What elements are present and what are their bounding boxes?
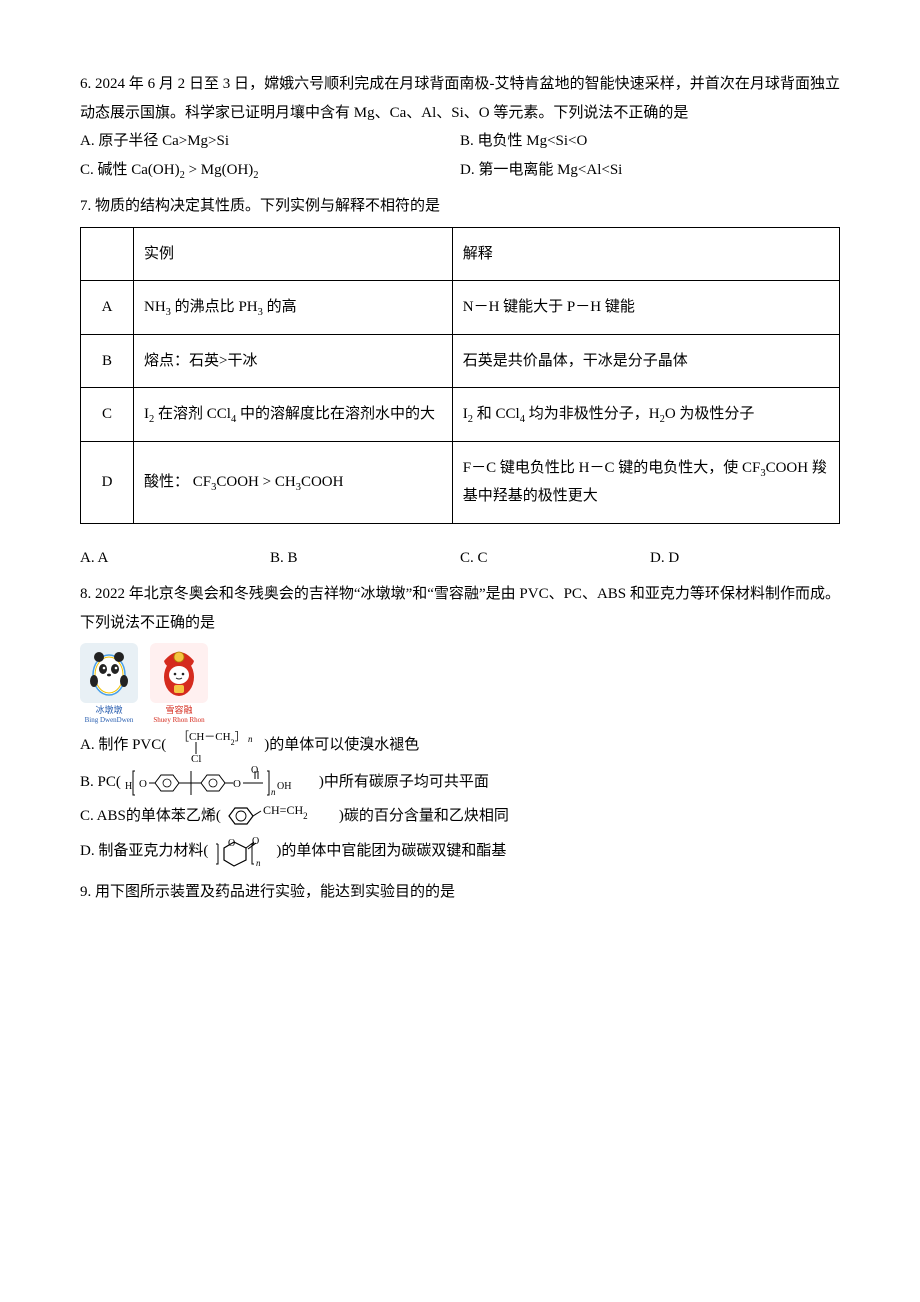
q8-optb-post: )中所有碳原子均可共平面 xyxy=(319,768,489,797)
q7-rowc-ex: I2 在溶剂 CCl4 中的溶解度比在溶剂水中的大 xyxy=(134,388,453,442)
q7-head-explain: 解释 xyxy=(452,227,839,281)
q7-rowa-ex: NH3 的沸点比 PH3 的高 xyxy=(134,281,453,335)
question-7: 7. 物质的结构决定其性质。下列实例与解释不相符的是 实例 解释 A NH3 的… xyxy=(80,192,840,572)
q8-stem: 8. 2022 年北京冬奥会和冬残奥会的吉祥物“冰墩墩”和“雪容融”是由 PVC… xyxy=(80,580,840,637)
svg-text:n: n xyxy=(256,858,261,868)
mascot2-sub: Shuey Rhon Rhon xyxy=(150,716,208,724)
q7-rowd-id: D xyxy=(81,441,134,523)
q7-rowd-exp: F－C 键电负性比 H－C 键的电负性大，使 CF3COOH 羧基中羟基的极性更… xyxy=(452,441,839,523)
q7-rowb-ex: 熔点：石英>干冰 xyxy=(134,334,453,388)
svg-text:Cl: Cl xyxy=(191,753,201,762)
q6-option-b: B. 电负性 Mg<Si<O xyxy=(460,127,840,156)
svg-text:O: O xyxy=(252,836,259,847)
question-8: 8. 2022 年北京冬奥会和冬残奥会的吉祥物“冰墩墩”和“雪容融”是由 PVC… xyxy=(80,580,840,870)
mascot-shueyrhonrhon: 雪容融 Shuey Rhon Rhon xyxy=(150,643,208,724)
q8-opta-post: )的单体可以使溴水褪色 xyxy=(264,731,419,760)
q7-rowc-exp: I2 和 CCl4 均为非极性分子，H2O 为极性分子 xyxy=(452,388,839,442)
q6-stem: 6. 2024 年 6 月 2 日至 3 日，嫦娥六号顺利完成在月球背面南极-艾… xyxy=(80,70,840,127)
q8-option-d: D. 制备亚克力材料( O O n )的单体中官能团为碳碳双键和酯基 xyxy=(80,834,840,870)
svg-text:n: n xyxy=(271,787,276,797)
q8-mascots: 冰墩墩 Bing DwenDwen 雪容融 Shuey Rhon xyxy=(80,643,840,724)
q8-optc-pre: C. ABS的单体苯乙烯( xyxy=(80,802,221,831)
svg-text:CH=CH2: CH=CH2 xyxy=(263,803,308,821)
q7-option-d: D. D xyxy=(650,544,840,573)
svg-text:O: O xyxy=(139,778,147,790)
pvc-structure-icon: ［CH－CH2］ n Cl xyxy=(170,728,260,762)
svg-text:O: O xyxy=(228,838,235,849)
q8-option-c: C. ABS的单体苯乙烯( CH=CH2 )碳的百分含量和乙炔相同 xyxy=(80,802,840,831)
q7-stem: 7. 物质的结构决定其性质。下列实例与解释不相符的是 xyxy=(80,192,840,221)
q7-rowb-exp: 石英是共价晶体，干冰是分子晶体 xyxy=(452,334,839,388)
q8-optd-pre: D. 制备亚克力材料( xyxy=(80,837,208,866)
shueyrhonrhon-icon xyxy=(156,647,202,699)
q7-option-a: A. A xyxy=(80,544,270,573)
q6-optc-formula: Ca(OH)2 > Mg(OH)2 xyxy=(131,162,258,178)
mascot2-name: 雪容融 xyxy=(150,705,208,716)
table-row: B 熔点：石英>干冰 石英是共价晶体，干冰是分子晶体 xyxy=(81,334,840,388)
acrylic-structure-icon: O O n xyxy=(212,834,272,870)
svg-text:OH: OH xyxy=(277,781,291,792)
svg-text:O: O xyxy=(233,778,241,790)
q7-table: 实例 解释 A NH3 的沸点比 PH3 的高 N－H 键能大于 P－H 键能 … xyxy=(80,227,840,524)
q7-rowa-exp: N－H 键能大于 P－H 键能 xyxy=(452,281,839,335)
table-row: 实例 解释 xyxy=(81,227,840,281)
mascot1-caption: 冰墩墩 Bing DwenDwen xyxy=(80,705,138,724)
q8-option-b: B. PC( H O O O xyxy=(80,765,840,799)
q9-stem: 9. 用下图所示装置及药品进行实验，能达到实验目的的是 xyxy=(80,878,840,907)
bingdwendwen-icon xyxy=(86,647,132,699)
q6-option-c: C. 碱性 Ca(OH)2 > Mg(OH)2 xyxy=(80,156,460,185)
question-9: 9. 用下图所示装置及药品进行实验，能达到实验目的的是 xyxy=(80,878,840,907)
q6-options: A. 原子半径 Ca>Mg>Si B. 电负性 Mg<Si<O C. 碱性 Ca… xyxy=(80,127,840,184)
q7-rowb-id: B xyxy=(81,334,134,388)
q7-options: A. A B. B C. C D. D xyxy=(80,544,840,573)
q7-rowd-ex: 酸性： CF3COOH > CH3COOH xyxy=(134,441,453,523)
mascot1-sub: Bing DwenDwen xyxy=(80,716,138,724)
q7-option-b: B. B xyxy=(270,544,460,573)
q8-optc-post: )碳的百分含量和乙炔相同 xyxy=(339,802,509,831)
pc-structure-icon: H O O O xyxy=(125,765,315,799)
q6-option-a: A. 原子半径 Ca>Mg>Si xyxy=(80,127,460,156)
q8-optd-post: )的单体中官能团为碳碳双键和酯基 xyxy=(276,837,506,866)
mascot-bingdwendwen: 冰墩墩 Bing DwenDwen xyxy=(80,643,138,724)
svg-text:［CH－CH2］: ［CH－CH2］ xyxy=(178,730,246,747)
svg-text:O: O xyxy=(251,765,258,776)
styrene-structure-icon: CH=CH2 xyxy=(225,802,335,830)
svg-text:H: H xyxy=(125,781,132,792)
table-row: C I2 在溶剂 CCl4 中的溶解度比在溶剂水中的大 I2 和 CCl4 均为… xyxy=(81,388,840,442)
q7-option-c: C. C xyxy=(460,544,650,573)
svg-text:n: n xyxy=(248,734,253,744)
q7-rowc-id: C xyxy=(81,388,134,442)
question-6: 6. 2024 年 6 月 2 日至 3 日，嫦娥六号顺利完成在月球背面南极-艾… xyxy=(80,70,840,184)
q8-opta-pre: A. 制作 PVC( xyxy=(80,731,166,760)
table-row: D 酸性： CF3COOH > CH3COOH F－C 键电负性比 H－C 键的… xyxy=(81,441,840,523)
mascot1-name: 冰墩墩 xyxy=(80,705,138,716)
q7-rowa-id: A xyxy=(81,281,134,335)
q6-optc-pre: C. 碱性 xyxy=(80,162,131,178)
q7-head-example: 实例 xyxy=(134,227,453,281)
mascot2-caption: 雪容融 Shuey Rhon Rhon xyxy=(150,705,208,724)
q6-option-d: D. 第一电离能 Mg<Al<Si xyxy=(460,156,840,185)
table-row: A NH3 的沸点比 PH3 的高 N－H 键能大于 P－H 键能 xyxy=(81,281,840,335)
q8-optb-pre: B. PC( xyxy=(80,768,121,797)
q7-head-blank xyxy=(81,227,134,281)
q8-option-a: A. 制作 PVC( ［CH－CH2］ n Cl )的单体可以使溴水褪色 xyxy=(80,728,840,762)
